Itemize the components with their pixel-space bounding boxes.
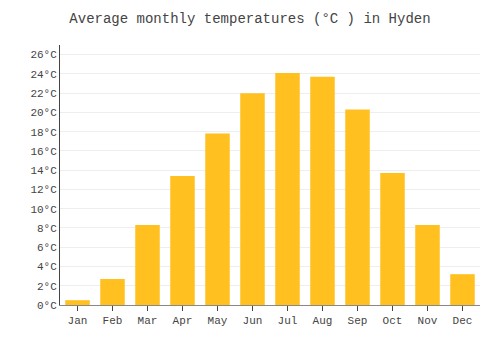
svg-text:2°C: 2°C — [37, 281, 57, 293]
svg-text:Aug: Aug — [313, 315, 333, 327]
svg-text:26°C: 26°C — [30, 49, 57, 61]
svg-text:Average monthly temperatures (: Average monthly temperatures (°C ) in Hy… — [69, 11, 430, 27]
svg-text:Jan: Jan — [68, 315, 88, 327]
svg-text:14°C: 14°C — [30, 165, 57, 177]
svg-text:Jun: Jun — [243, 315, 263, 327]
svg-text:12°C: 12°C — [30, 184, 57, 196]
svg-text:Dec: Dec — [453, 315, 473, 327]
svg-text:Apr: Apr — [173, 315, 193, 327]
svg-text:Nov: Nov — [418, 315, 438, 327]
svg-text:Mar: Mar — [138, 315, 158, 327]
svg-text:Sep: Sep — [348, 315, 368, 327]
svg-text:24°C: 24°C — [30, 69, 57, 81]
svg-text:20°C: 20°C — [30, 107, 57, 119]
svg-text:Oct: Oct — [383, 315, 403, 327]
svg-text:May: May — [208, 315, 228, 327]
svg-text:16°C: 16°C — [30, 146, 57, 158]
svg-text:0°C: 0°C — [37, 300, 57, 312]
svg-text:Jul: Jul — [278, 315, 298, 327]
svg-text:8°C: 8°C — [37, 223, 57, 235]
svg-text:4°C: 4°C — [37, 261, 57, 273]
svg-text:18°C: 18°C — [30, 127, 57, 139]
svg-text:6°C: 6°C — [37, 242, 57, 254]
svg-text:10°C: 10°C — [30, 204, 57, 216]
svg-text:Feb: Feb — [103, 315, 123, 327]
svg-text:22°C: 22°C — [30, 88, 57, 100]
